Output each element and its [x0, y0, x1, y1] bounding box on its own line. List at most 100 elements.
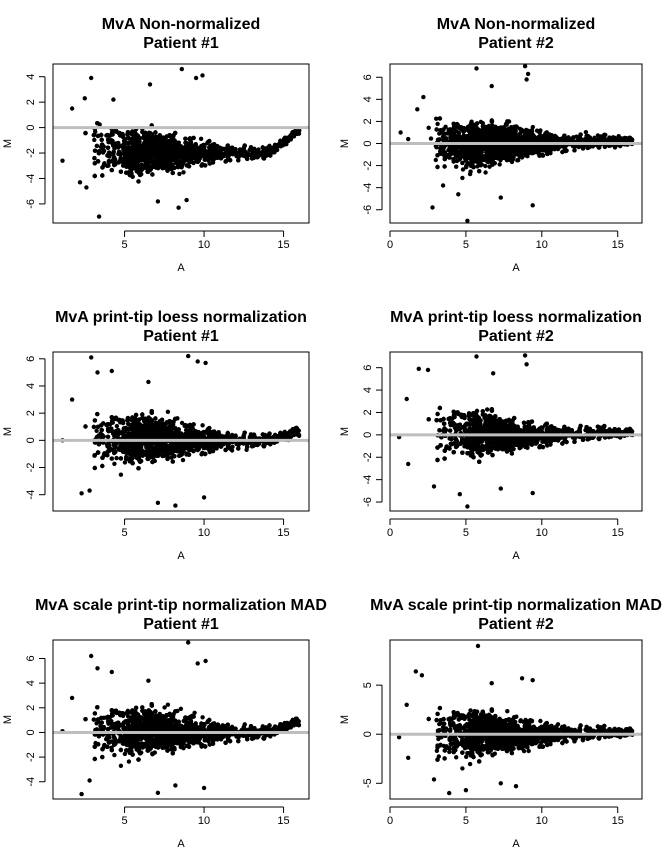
data-point	[530, 124, 535, 130]
outlier-point	[60, 158, 65, 163]
data-point	[150, 172, 155, 177]
data-point	[241, 149, 246, 154]
data-point	[118, 133, 123, 138]
data-point	[140, 163, 145, 168]
data-point	[104, 133, 109, 138]
x-axis-label: A	[177, 262, 185, 274]
data-point	[486, 159, 491, 165]
outlier-point	[147, 82, 153, 87]
data-point	[497, 162, 502, 167]
data-point	[99, 132, 104, 138]
data-point	[134, 151, 140, 156]
data-point	[538, 128, 543, 133]
data-point	[190, 149, 195, 155]
panel-title: MvA Non-normalized	[437, 16, 596, 33]
data-point	[144, 142, 149, 147]
data-point	[290, 130, 295, 135]
data-point	[236, 158, 241, 163]
data-point	[119, 151, 124, 156]
data-point	[449, 146, 454, 152]
outlier-point	[193, 75, 199, 81]
data-point	[505, 119, 510, 124]
data-point	[169, 145, 174, 150]
data-point	[129, 164, 134, 169]
data-point	[142, 132, 147, 138]
data-point	[126, 170, 131, 175]
data-point	[151, 148, 156, 154]
data-point	[522, 148, 527, 153]
data-point	[134, 162, 140, 168]
data-point	[186, 145, 191, 151]
data-point	[151, 138, 156, 144]
data-point	[162, 156, 168, 161]
data-point	[509, 159, 515, 165]
data-point	[148, 141, 153, 146]
data-point	[172, 165, 177, 170]
data-point	[100, 173, 105, 178]
y-axis-label: M	[2, 139, 14, 148]
data-point	[451, 159, 456, 164]
data-point	[464, 134, 469, 139]
data-point	[584, 133, 589, 139]
y-tick-label: -6	[25, 199, 37, 209]
data-point	[208, 143, 214, 148]
y-tick-label: 0	[25, 125, 37, 131]
data-point	[493, 124, 498, 129]
panel-title: MvA Non-normalized	[102, 16, 261, 33]
data-point	[190, 146, 196, 151]
data-point	[188, 140, 193, 146]
data-point	[460, 160, 465, 166]
data-point	[129, 151, 134, 156]
data-point	[105, 145, 111, 150]
data-point	[130, 142, 136, 148]
data-point	[281, 142, 286, 147]
data-point	[100, 150, 106, 155]
data-point	[428, 136, 434, 141]
data-point	[191, 135, 196, 141]
data-point	[231, 151, 236, 156]
data-point	[534, 128, 540, 133]
data-point	[460, 167, 466, 172]
data-point	[205, 140, 210, 146]
outlier-point	[84, 185, 89, 190]
data-point	[464, 165, 469, 170]
data-point	[261, 155, 266, 161]
data-point	[96, 149, 102, 154]
data-point	[194, 155, 199, 160]
data-point	[466, 124, 472, 129]
data-point	[95, 159, 101, 164]
data-point	[248, 152, 253, 158]
data-point	[181, 170, 186, 175]
y-tick-label: 4	[25, 74, 37, 80]
data-point	[157, 159, 163, 164]
data-point	[175, 160, 180, 166]
data-point	[100, 165, 105, 170]
outlier-point	[176, 205, 181, 210]
data-point	[91, 132, 97, 138]
data-point	[223, 159, 228, 164]
data-point	[152, 164, 157, 169]
data-point	[435, 121, 440, 127]
data-point	[177, 171, 182, 177]
data-point	[214, 151, 219, 156]
data-point	[92, 155, 97, 161]
data-point	[266, 152, 271, 157]
data-point	[446, 127, 451, 132]
data-point	[151, 160, 156, 166]
data-point	[99, 137, 104, 142]
data-point	[120, 159, 125, 165]
data-point	[442, 156, 447, 162]
data-point	[572, 148, 577, 153]
data-point	[229, 147, 234, 153]
data-point	[467, 171, 473, 177]
data-point	[270, 150, 276, 155]
data-point	[155, 148, 160, 153]
data-point	[92, 173, 98, 179]
data-point	[206, 158, 211, 163]
data-point	[441, 148, 446, 153]
data-point	[434, 145, 439, 150]
data-point	[293, 130, 299, 135]
data-point	[186, 155, 191, 160]
data-point	[595, 133, 601, 138]
